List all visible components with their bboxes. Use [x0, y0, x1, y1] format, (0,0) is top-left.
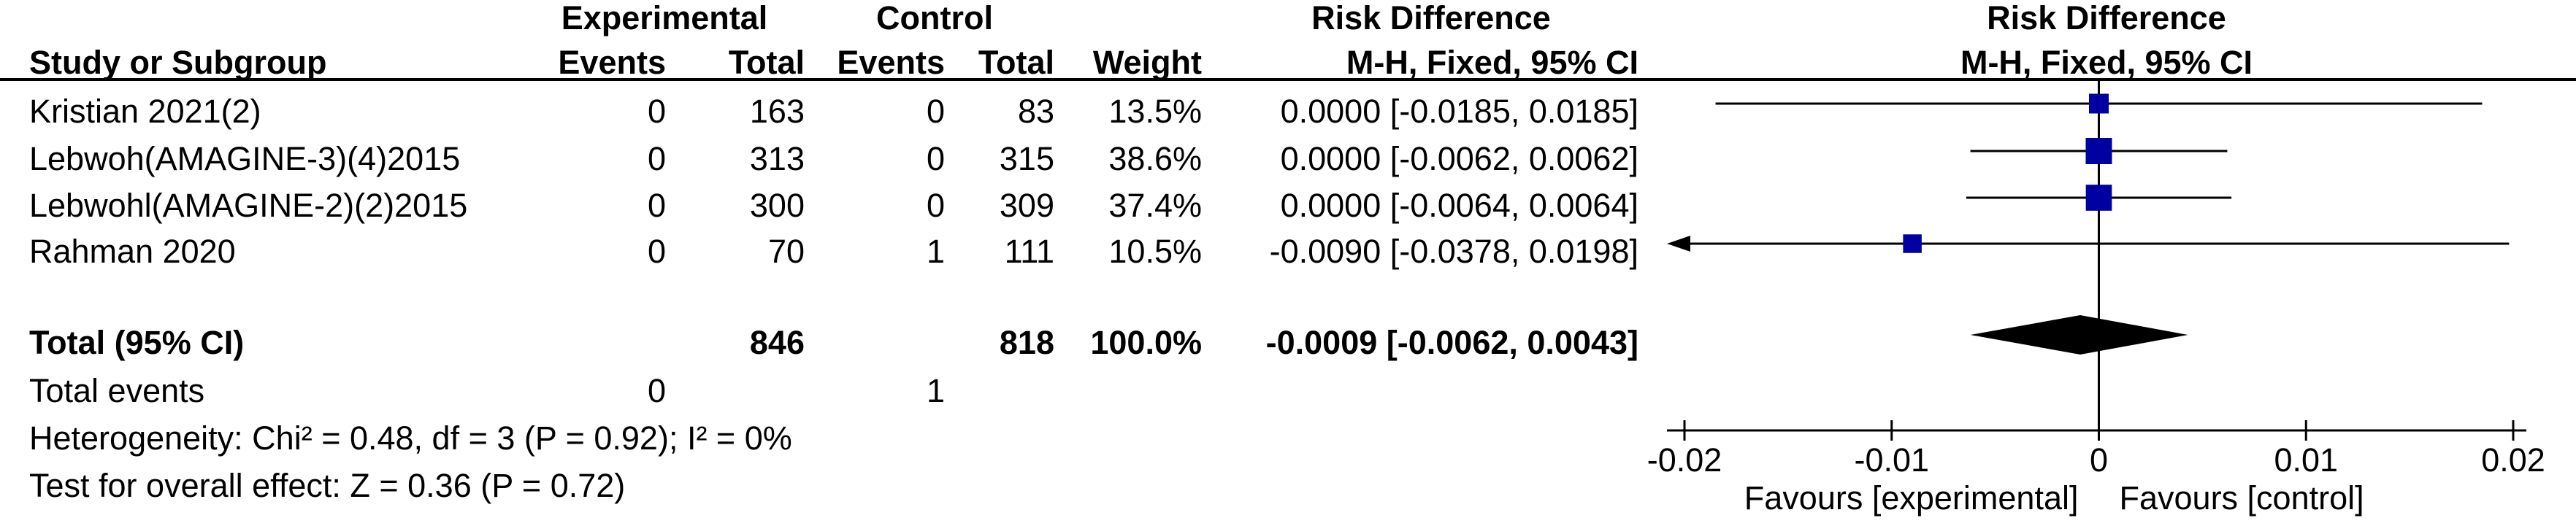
exp-events: 0: [647, 187, 666, 224]
exp-events: 0: [647, 233, 666, 270]
study-estimate-square: [2085, 185, 2112, 211]
ctl-events: 0: [926, 93, 945, 130]
method-header: M-H, Fixed, 95% CI: [1346, 44, 1638, 81]
ctl-total: 309: [999, 187, 1054, 224]
exp-total: 163: [749, 93, 805, 130]
weight: 37.4%: [1108, 187, 1202, 224]
effect-ci: 0.0000 [-0.0064, 0.0064]: [1280, 187, 1638, 224]
pooled-diamond: [1970, 315, 2188, 355]
control-header: Control: [876, 0, 993, 36]
study-name: Kristian 2021(2): [29, 93, 261, 130]
exp-total: 313: [749, 140, 805, 177]
exp-events-header: Events: [558, 44, 666, 81]
favours-control-label: Favours [control]: [2120, 479, 2364, 517]
effect-ci: 0.0000 [-0.0062, 0.0062]: [1280, 140, 1638, 177]
exp-events: 0: [647, 140, 666, 177]
total-events-label: Total events: [29, 372, 205, 409]
weight-header: Weight: [1092, 44, 1202, 81]
experimental-header: Experimental: [561, 0, 768, 36]
total-ci: -0.0009 [-0.0062, 0.0043]: [1265, 324, 1638, 361]
total-weight: 100.0%: [1090, 324, 1202, 361]
ctl-events-header: Events: [837, 44, 945, 81]
exp-events: 0: [647, 93, 666, 130]
x-tick-label: 0.02: [2481, 441, 2545, 479]
overall-effect-text: Test for overall effect: Z = 0.36 (P = 0…: [29, 467, 626, 504]
x-tick-label: 0.01: [2274, 441, 2338, 479]
total-events-ctl: 1: [926, 372, 945, 409]
ctl-total-header: Total: [978, 44, 1054, 81]
weight: 38.6%: [1108, 140, 1202, 177]
study-estimate-square: [2088, 93, 2109, 114]
favours-experimental-label: Favours [experimental]: [1744, 479, 2079, 517]
heterogeneity-text: Heterogeneity: Chi² = 0.48, df = 3 (P = …: [29, 419, 792, 457]
weight: 10.5%: [1108, 233, 1202, 270]
study-subgroup-header: Study or Subgroup: [29, 44, 327, 81]
ctl-total: 315: [999, 140, 1054, 177]
plot-title: Risk Difference: [1987, 0, 2226, 36]
risk-difference-header: Risk Difference: [1311, 0, 1551, 36]
header-rule: [0, 78, 2576, 81]
exp-total: 300: [749, 187, 805, 224]
ctl-total: 83: [1017, 93, 1054, 130]
ctl-total: 111: [1004, 233, 1054, 270]
total-ctl: 818: [999, 324, 1054, 361]
exp-total: 70: [767, 233, 805, 270]
effect-ci: 0.0000 [-0.0185, 0.0185]: [1280, 93, 1638, 130]
study-estimate-square: [2085, 138, 2112, 164]
study-name: Lebwoh(AMAGINE-3)(4)2015: [29, 140, 461, 177]
plot-method: M-H, Fixed, 95% CI: [1960, 44, 2253, 81]
x-tick-label: -0.02: [1647, 441, 1722, 479]
total-events-exp: 0: [647, 372, 666, 409]
ctl-events: 1: [926, 233, 945, 270]
study-name: Rahman 2020: [29, 233, 236, 270]
study-estimate-square: [1903, 234, 1922, 253]
x-tick-label: -0.01: [1854, 441, 1929, 479]
ctl-events: 0: [926, 187, 945, 224]
study-name: Lebwohl(AMAGINE-2)(2)2015: [29, 187, 468, 224]
x-tick-label: 0: [2090, 441, 2108, 479]
effect-ci: -0.0090 [-0.0378, 0.0198]: [1269, 233, 1638, 270]
weight: 13.5%: [1108, 93, 1202, 130]
ci-arrow-left: [1667, 236, 1690, 252]
exp-total-header: Total: [728, 44, 805, 81]
total-exp: 846: [749, 324, 805, 361]
ctl-events: 0: [926, 140, 945, 177]
total-label: Total (95% CI): [29, 324, 245, 361]
